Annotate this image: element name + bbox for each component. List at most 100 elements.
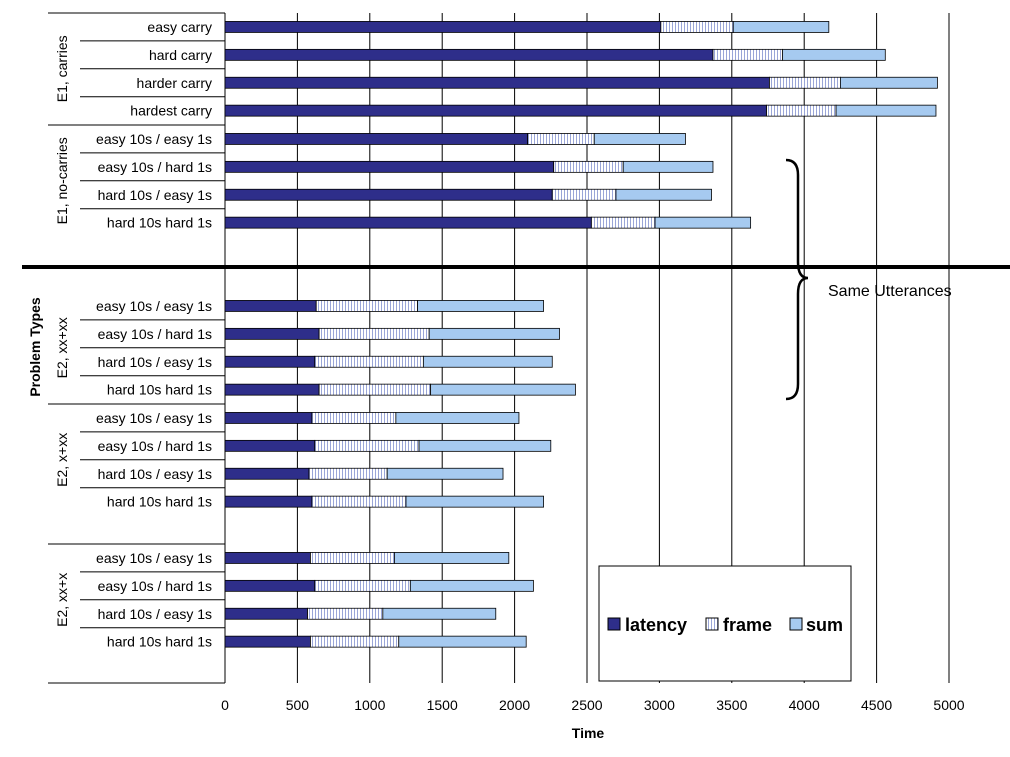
bar-frame: [553, 160, 624, 173]
category-label: hard 10s / easy 1s: [98, 187, 212, 203]
category-label: hard 10s hard 1s: [107, 634, 212, 650]
bar-sum: [615, 188, 712, 201]
bar-sum: [732, 21, 830, 33]
bar-sum: [422, 355, 553, 368]
bar-latency: [224, 579, 316, 592]
bar-latency: [224, 552, 311, 564]
bar-frame: [590, 216, 656, 229]
bar-sum: [405, 495, 544, 508]
y-axis-title: Problem Types: [27, 297, 43, 397]
bar-latency: [224, 439, 316, 452]
bar-frame: [660, 21, 734, 33]
bars: [224, 21, 938, 648]
category-label: easy 10s / hard 1s: [98, 438, 212, 454]
category-label: easy carry: [147, 19, 212, 35]
legend-swatch-latency: [607, 617, 621, 631]
bar-frame: [318, 327, 430, 340]
bar-sum: [382, 607, 497, 620]
bar-sum: [430, 383, 576, 396]
group-label: E1, carries: [54, 35, 70, 102]
bar-latency: [224, 76, 770, 89]
category-label: easy 10s / easy 1s: [96, 550, 212, 566]
legend-box: [598, 565, 852, 682]
category-label: hard 10s hard 1s: [107, 215, 212, 231]
x-tick-label: 2000: [499, 697, 530, 713]
bar-sum: [428, 327, 560, 340]
category-label: hard carry: [149, 47, 212, 63]
legend-label-latency: latency: [625, 615, 687, 635]
bar-latency: [224, 188, 553, 201]
bar-frame: [311, 495, 407, 508]
bar-latency: [224, 607, 308, 620]
bar-sum: [622, 160, 714, 173]
category-label: easy 10s / hard 1s: [98, 578, 212, 594]
bar-frame: [308, 467, 388, 480]
category-label: hard 10s / easy 1s: [98, 606, 212, 622]
bar-frame: [712, 48, 783, 61]
bar-latency: [224, 635, 311, 648]
category-label: easy 10s / hard 1s: [98, 326, 212, 342]
category-label: hard 10s hard 1s: [107, 494, 212, 510]
group-label: E1, no-carries: [54, 137, 70, 224]
legend-swatch-sum: [789, 617, 803, 631]
x-tick-label: 1000: [354, 697, 385, 713]
bar-frame: [314, 355, 424, 368]
group-label: E2, xx+x: [54, 573, 70, 627]
bar-latency: [224, 327, 320, 340]
bar-sum: [398, 635, 527, 648]
bar-frame: [769, 76, 841, 89]
category-labels: easy carry hard carry harder carry hardest …: [96, 19, 212, 650]
bar-frame: [310, 552, 395, 564]
category-label: easy 10s / hard 1s: [98, 159, 212, 175]
bar-latency: [224, 104, 767, 117]
bar-latency: [224, 133, 529, 145]
bar-latency: [224, 300, 317, 312]
bar-latency: [224, 412, 313, 424]
group-label: E2, xx+xx: [54, 317, 70, 378]
legend-label-frame: frame: [723, 615, 772, 635]
bar-sum: [840, 76, 938, 89]
x-tick-label: 5000: [933, 697, 964, 713]
x-tick-label: 4500: [861, 697, 892, 713]
category-label: hard 10s hard 1s: [107, 382, 212, 398]
bar-sum: [394, 552, 510, 564]
category-label: easy 10s / easy 1s: [96, 131, 212, 147]
x-tick-label: 4000: [789, 697, 820, 713]
x-tick-label: 1500: [427, 697, 458, 713]
category-label: hardest carry: [130, 103, 212, 119]
bar-sum: [409, 579, 534, 592]
brace-mark: [785, 158, 809, 401]
bar-sum: [418, 439, 552, 452]
category-label: hard 10s / easy 1s: [98, 466, 212, 482]
bar-latency: [224, 21, 662, 33]
bar-sum: [386, 467, 504, 480]
x-tick-label: 3500: [716, 697, 747, 713]
bar-latency: [224, 48, 714, 61]
bar-frame: [314, 439, 420, 452]
bar-frame: [318, 383, 432, 396]
x-tick-label: 2500: [571, 697, 602, 713]
bar-latency: [224, 355, 316, 368]
bar-latency: [224, 383, 320, 396]
x-tick-label: 3000: [644, 697, 675, 713]
bar-frame: [551, 188, 617, 201]
x-tick-label: 500: [286, 697, 310, 713]
bar-sum: [593, 133, 686, 145]
annotation-same-utterances: Same Utterances: [828, 283, 952, 300]
group-labels: E1, carries E1, no-carries E2, xx+xx E2, x+…: [54, 35, 70, 627]
category-label: easy 10s / easy 1s: [96, 298, 212, 314]
bar-latency: [224, 467, 310, 480]
bar-sum: [417, 300, 544, 312]
category-label: hard 10s / easy 1s: [98, 354, 212, 370]
bar-frame: [311, 412, 397, 424]
x-axis-title: Time: [572, 725, 605, 741]
bar-frame: [315, 300, 418, 312]
category-label: easy 10s / easy 1s: [96, 410, 212, 426]
group-label: E2, x+xx: [54, 433, 70, 487]
bar-latency: [224, 160, 555, 173]
bar-latency: [224, 216, 592, 229]
legend-label-sum: sum: [806, 615, 843, 635]
bar-sum: [835, 104, 937, 117]
bar-frame: [307, 607, 384, 620]
